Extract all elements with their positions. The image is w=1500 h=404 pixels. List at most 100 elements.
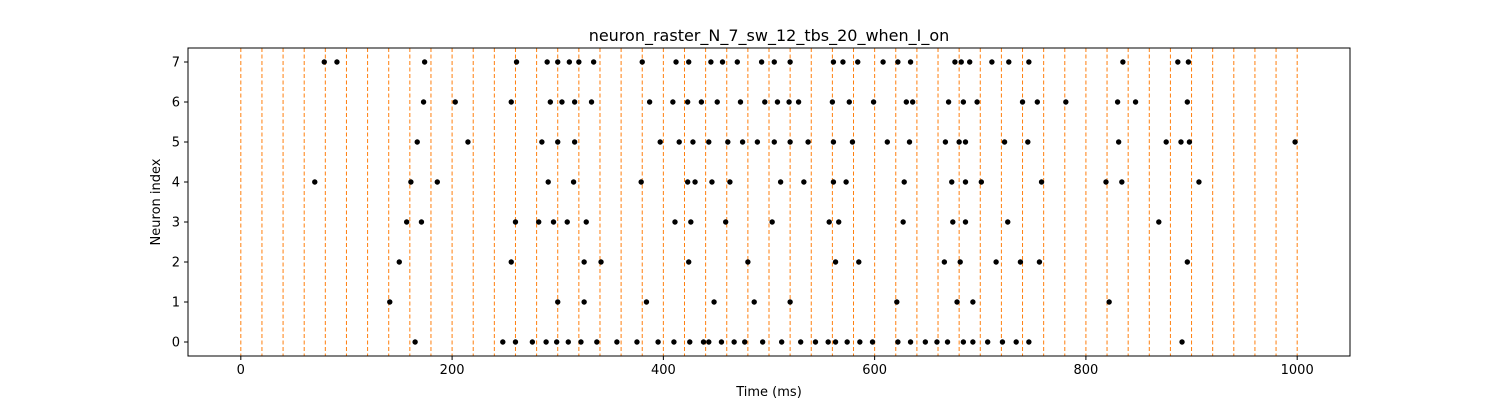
spike-dot <box>869 339 876 345</box>
x-tick-label: 200 <box>440 363 465 378</box>
spike-dot <box>465 139 471 145</box>
spike-dot <box>414 139 420 145</box>
spike-dot <box>907 59 914 65</box>
spike-dot <box>1114 99 1121 105</box>
spike-dot <box>787 139 793 145</box>
spike-dot <box>907 339 914 345</box>
spike-dot <box>906 139 913 145</box>
spike-dot <box>452 99 458 105</box>
spike-dot <box>830 139 837 145</box>
spike-dot <box>1120 59 1126 65</box>
spike-dot <box>758 59 765 65</box>
spike-dot <box>812 339 819 345</box>
spike-dot <box>553 339 560 345</box>
spike-dot <box>590 59 597 65</box>
spike-dot <box>688 219 694 225</box>
spike-dot <box>321 59 327 65</box>
spike-dot <box>706 139 712 145</box>
spike-dot <box>1106 299 1112 305</box>
spike-dot <box>958 59 964 65</box>
spike-dot <box>967 59 973 65</box>
spike-dot <box>571 99 578 105</box>
spike-dot <box>706 339 712 345</box>
spike-dot <box>684 99 691 105</box>
spike-dot <box>786 99 792 105</box>
spike-dot <box>594 339 600 345</box>
spike-dot <box>978 179 985 185</box>
spike-dot <box>962 179 969 185</box>
spike-dot <box>655 339 661 345</box>
y-tick-label: 1 <box>172 296 180 311</box>
spike-dot <box>805 139 811 145</box>
spike-dot <box>671 339 677 345</box>
spike-dot <box>832 339 839 345</box>
spike-dot <box>849 139 856 145</box>
spike-dot <box>686 259 692 265</box>
spike-dot <box>565 339 571 345</box>
y-tick-label: 0 <box>172 336 180 351</box>
y-axis-label: Neuron index <box>149 158 164 245</box>
spike-dot <box>543 339 549 345</box>
spike-dot <box>962 139 969 145</box>
spike-dot <box>708 59 714 65</box>
spike-dot <box>709 179 715 185</box>
spike-dot <box>830 179 837 185</box>
spike-dot <box>700 339 707 345</box>
spike-dot <box>673 59 679 65</box>
spike-dot <box>670 99 676 105</box>
spike-dot <box>614 339 620 345</box>
spike-dot <box>512 339 519 345</box>
spike-dot <box>545 179 551 185</box>
spike-dot <box>836 219 842 225</box>
spike-dot <box>826 219 832 225</box>
spike-dot <box>1038 179 1045 185</box>
spike-dot <box>1184 259 1191 265</box>
spike-dot <box>578 339 584 345</box>
spike-dot <box>777 179 784 185</box>
spike-dot <box>1019 99 1026 105</box>
spike-dot <box>727 179 733 185</box>
spike-dot <box>922 339 929 345</box>
x-axis-ticks: 0 200 400 600 800 1000 <box>237 356 1314 378</box>
spike-dot <box>539 139 545 145</box>
spike-dot <box>774 99 781 105</box>
spike-dot <box>787 299 793 305</box>
spike-dot <box>880 59 886 65</box>
spike-dot <box>657 139 663 145</box>
x-tick-label: 400 <box>651 363 676 378</box>
spike-dot <box>884 139 891 145</box>
spike-dot <box>846 99 852 105</box>
spike-dot <box>830 59 837 65</box>
spike-dot <box>555 139 561 145</box>
spike-dot <box>421 59 428 65</box>
spike-dot <box>312 179 318 185</box>
spike-dot <box>944 339 951 345</box>
spike-dot <box>751 299 757 305</box>
spike-dot <box>895 59 901 65</box>
spike-dot <box>638 179 644 185</box>
spike-dot <box>1034 99 1041 105</box>
spike-dot <box>949 179 955 185</box>
y-tick-label: 5 <box>172 136 180 151</box>
spike-dot <box>1184 99 1191 105</box>
y-tick-label: 7 <box>172 56 180 71</box>
spike-dot <box>778 339 785 345</box>
x-tick-label: 800 <box>1073 363 1098 378</box>
spike-dot <box>408 179 414 185</box>
spike-dot <box>956 139 962 145</box>
spike-dot <box>945 99 952 105</box>
x-tick-label: 600 <box>862 363 887 378</box>
spike-dots <box>312 59 1298 345</box>
spike-dot <box>690 139 696 145</box>
spike-dot <box>731 339 737 345</box>
spike-dot <box>759 339 766 345</box>
spike-dot <box>952 59 958 65</box>
spike-dot <box>581 299 587 305</box>
spike-dot <box>895 339 901 345</box>
spike-dot <box>1026 339 1032 345</box>
spike-dot <box>855 59 861 65</box>
spike-dot <box>403 219 410 225</box>
spike-dot <box>412 339 418 345</box>
spike-dot <box>769 219 775 225</box>
spike-dot <box>739 139 746 145</box>
